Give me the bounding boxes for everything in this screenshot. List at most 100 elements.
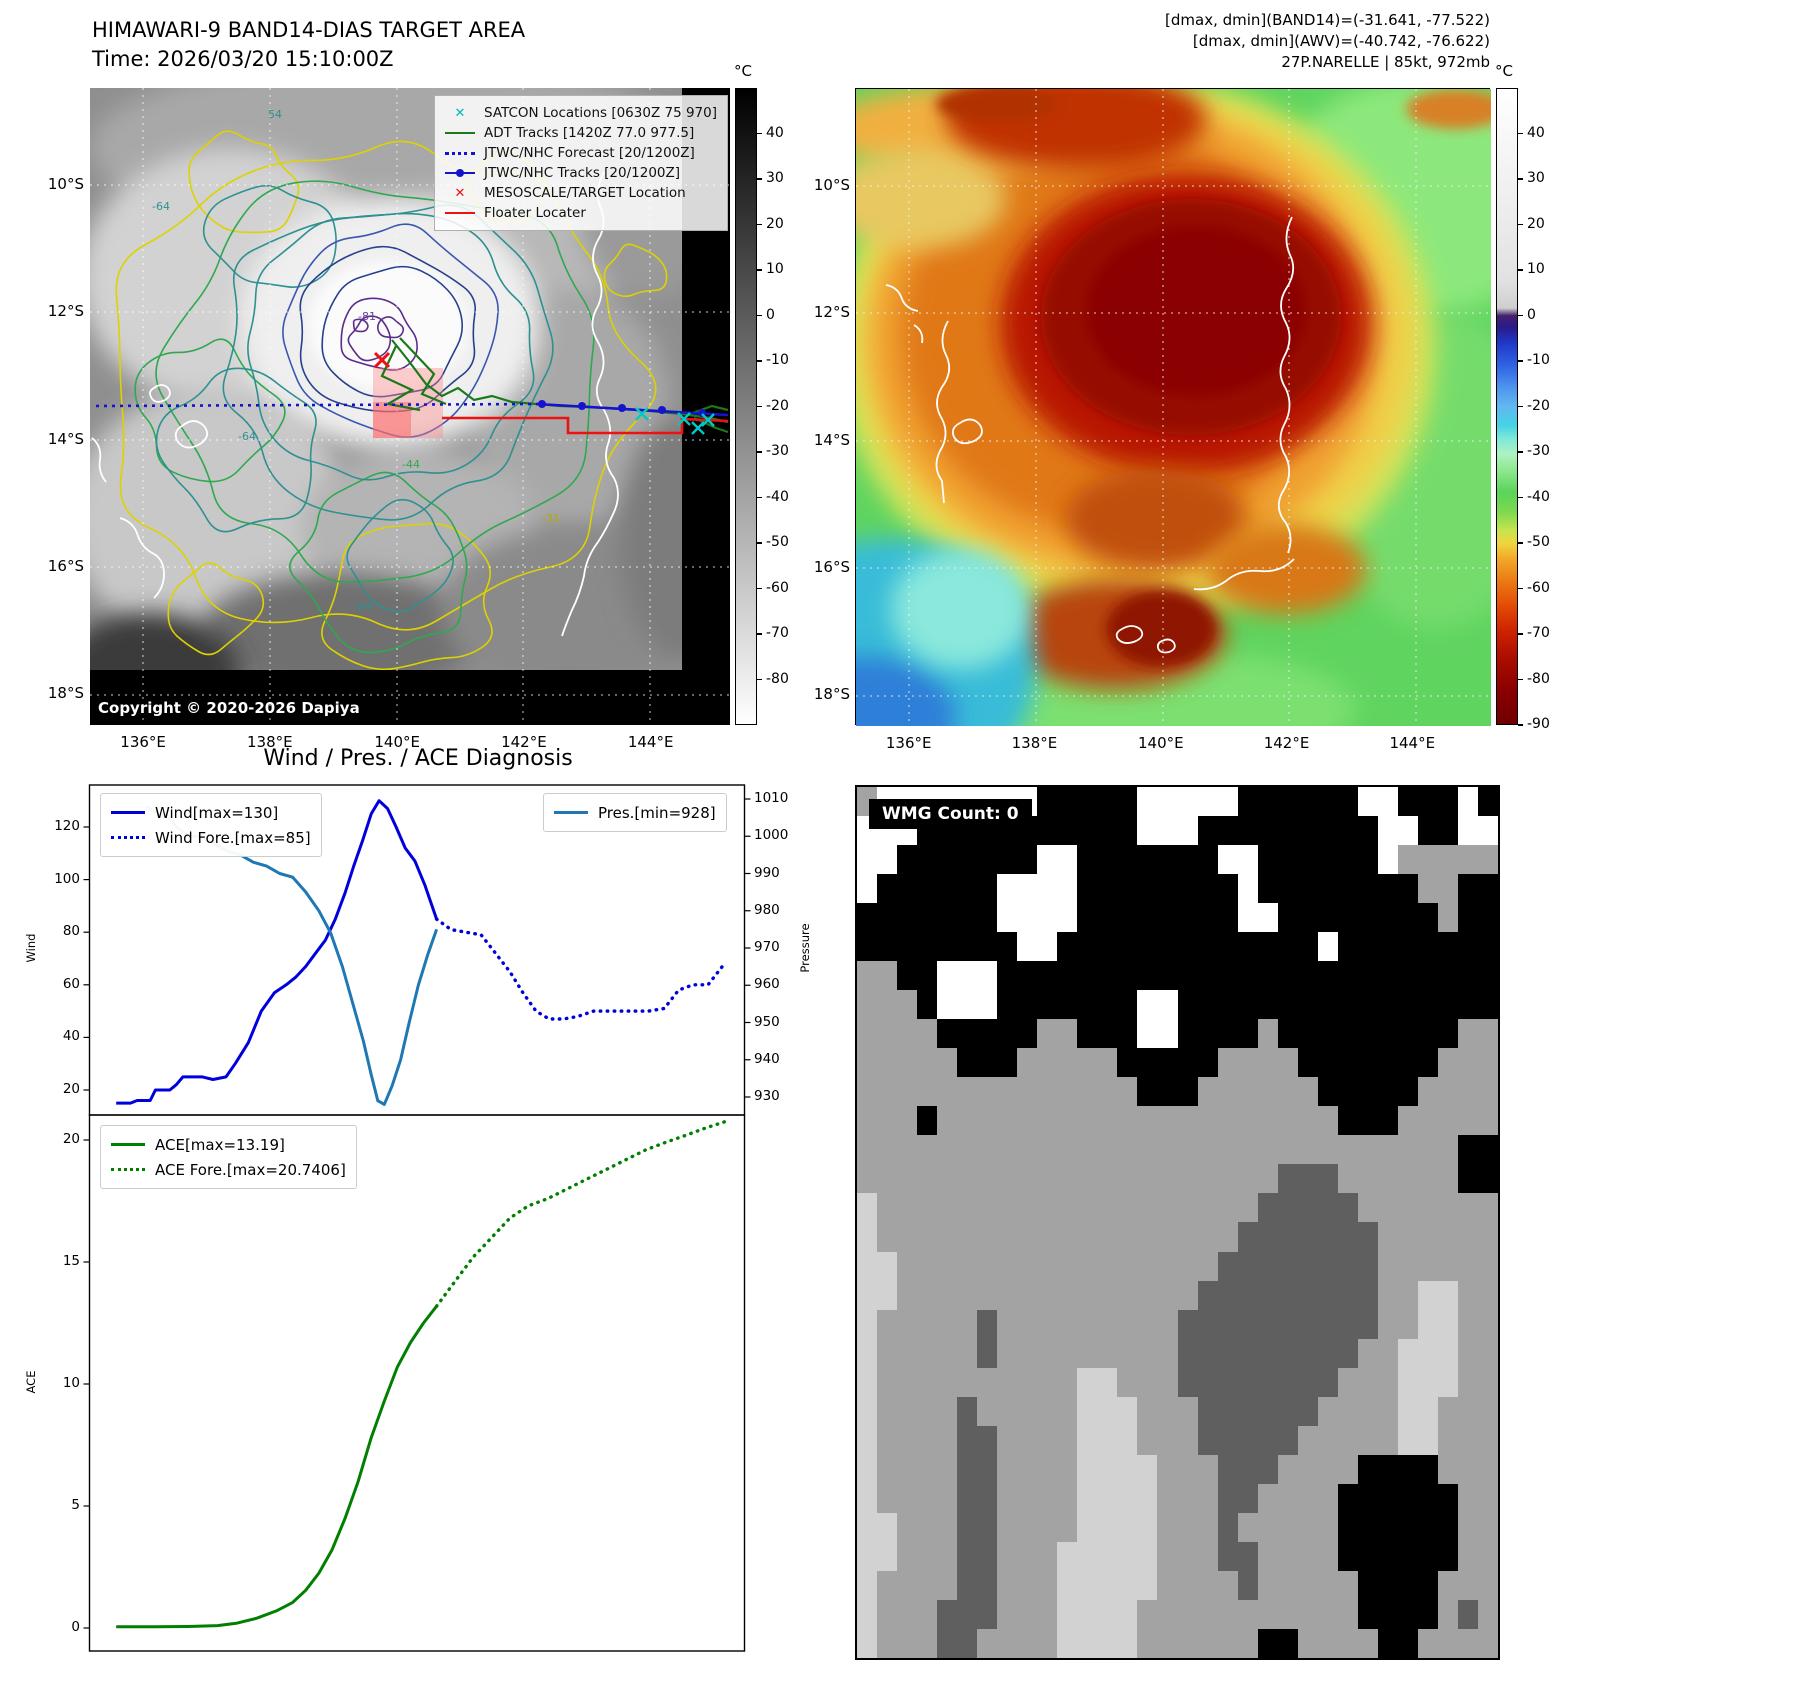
wmg-cell	[1197, 1309, 1218, 1339]
colorbar-tick-label: -80	[1527, 670, 1550, 687]
floater-locater-line	[442, 416, 729, 435]
wmg-cell	[1217, 1454, 1238, 1484]
wmg-cell	[1237, 1048, 1258, 1078]
wmg-cell	[1377, 1193, 1398, 1223]
wmg-cell	[937, 1106, 958, 1136]
wmg-cell	[1037, 1570, 1058, 1600]
wmg-cell	[1017, 1077, 1038, 1107]
legend-label: Wind Fore.[max=85]	[155, 828, 311, 847]
enhanced-ir-satellite-image	[856, 89, 1491, 726]
wmg-cell	[1357, 1309, 1378, 1339]
wmg-cell	[1177, 1135, 1198, 1165]
wmg-cell	[1337, 1077, 1358, 1107]
wmg-cell	[857, 1628, 878, 1658]
wmg-cell	[1117, 1019, 1138, 1049]
wmg-cell	[997, 1367, 1018, 1397]
wmg-cell	[1397, 1048, 1418, 1078]
wmg-cell	[897, 1454, 918, 1484]
colorbar-tick-label: 30	[1527, 170, 1545, 186]
wmg-cell	[1297, 1077, 1318, 1107]
wmg-cell	[1357, 903, 1378, 933]
wmg-cell	[1337, 903, 1358, 933]
wmg-cell	[1337, 1628, 1358, 1658]
wmg-cell	[1457, 1425, 1478, 1455]
wmg-cell	[1117, 816, 1138, 846]
wind-tick-label: 60	[62, 975, 80, 992]
contour-label: 54	[268, 108, 282, 121]
wmg-cell	[1057, 1570, 1078, 1600]
legend-label: Floater Locater	[484, 205, 586, 221]
wmg-cell	[1317, 1048, 1338, 1078]
wmg-cell	[1037, 903, 1058, 933]
wmg-cell	[1197, 1512, 1218, 1542]
wmg-cell	[1437, 1193, 1458, 1223]
wmg-cell	[1457, 1367, 1478, 1397]
wmg-cell	[1217, 1280, 1238, 1310]
wmg-cell	[1397, 1077, 1418, 1107]
wmg-cell	[1417, 845, 1438, 875]
wmg-cell	[917, 1077, 938, 1107]
wmg-cell	[1417, 1251, 1438, 1281]
wmg-cell	[1137, 1309, 1158, 1339]
wmg-cell	[897, 1222, 918, 1252]
wmg-cell	[1037, 1222, 1058, 1252]
wmg-cell	[1037, 1367, 1058, 1397]
wmg-cell	[1457, 1193, 1478, 1223]
ace-tick-label: 15	[62, 1253, 80, 1269]
wmg-cell	[1097, 1048, 1118, 1078]
wmg-cell	[1337, 874, 1358, 904]
legend-label: ACE[max=13.19]	[155, 1135, 285, 1154]
colorbar-gradient	[1496, 88, 1518, 725]
wmg-cell	[1477, 1512, 1498, 1542]
wmg-cell	[1297, 932, 1318, 962]
wmg-cell	[1017, 1628, 1038, 1658]
wmg-cell	[857, 1135, 878, 1165]
wmg-cell	[1477, 1483, 1498, 1513]
wmg-cell	[1137, 990, 1158, 1020]
wmg-cell	[1417, 816, 1438, 846]
wmg-cell	[1437, 816, 1458, 846]
wmg-cell	[1257, 1396, 1278, 1426]
wmg-cell	[1457, 1309, 1478, 1339]
wmg-cell	[1177, 1396, 1198, 1426]
wmg-cell	[1277, 961, 1298, 991]
wmg-cell	[1277, 1367, 1298, 1397]
wmg-cell	[1057, 990, 1078, 1020]
wmg-cell	[1257, 1135, 1278, 1165]
wmg-cell	[897, 1135, 918, 1165]
wmg-cell	[877, 1019, 898, 1049]
wmg-cell	[1377, 1483, 1398, 1513]
wmg-cell	[1017, 1222, 1038, 1252]
wmg-cell	[917, 1280, 938, 1310]
wmg-cell	[1277, 1251, 1298, 1281]
wmg-cell	[1057, 1135, 1078, 1165]
wmg-cell	[1257, 1106, 1278, 1136]
wmg-cell	[857, 874, 878, 904]
wmg-cell	[1137, 1164, 1158, 1194]
wmg-cell	[997, 1628, 1018, 1658]
wmg-cell	[1217, 1396, 1238, 1426]
wmg-cell	[1097, 961, 1118, 991]
jtwc-track	[536, 400, 729, 417]
wmg-cell	[977, 1280, 998, 1310]
wmg-cell	[1157, 1106, 1178, 1136]
wmg-cell	[1117, 1251, 1138, 1281]
wmg-cell	[1457, 1338, 1478, 1368]
wmg-cell	[1237, 1164, 1258, 1194]
wmg-cell	[1337, 845, 1358, 875]
wmg-cell	[1117, 874, 1138, 904]
wmg-cell	[1457, 1048, 1478, 1078]
wmg-cell	[1157, 1222, 1178, 1252]
legend-item-jtwc-forecast: JTWC/NHC Forecast [20/1200Z]	[444, 143, 718, 163]
wmg-cell	[1197, 1396, 1218, 1426]
wmg-cell	[1157, 932, 1178, 962]
wmg-cell	[1217, 1106, 1238, 1136]
wmg-cell	[1197, 1425, 1218, 1455]
wmg-cell	[1157, 1193, 1178, 1223]
wmg-cell	[897, 1338, 918, 1368]
wmg-cell	[1177, 1541, 1198, 1571]
wmg-cell	[977, 1367, 998, 1397]
wmg-cell	[1077, 1338, 1098, 1368]
wmg-cell	[1237, 961, 1258, 991]
wmg-cell	[1217, 932, 1238, 962]
